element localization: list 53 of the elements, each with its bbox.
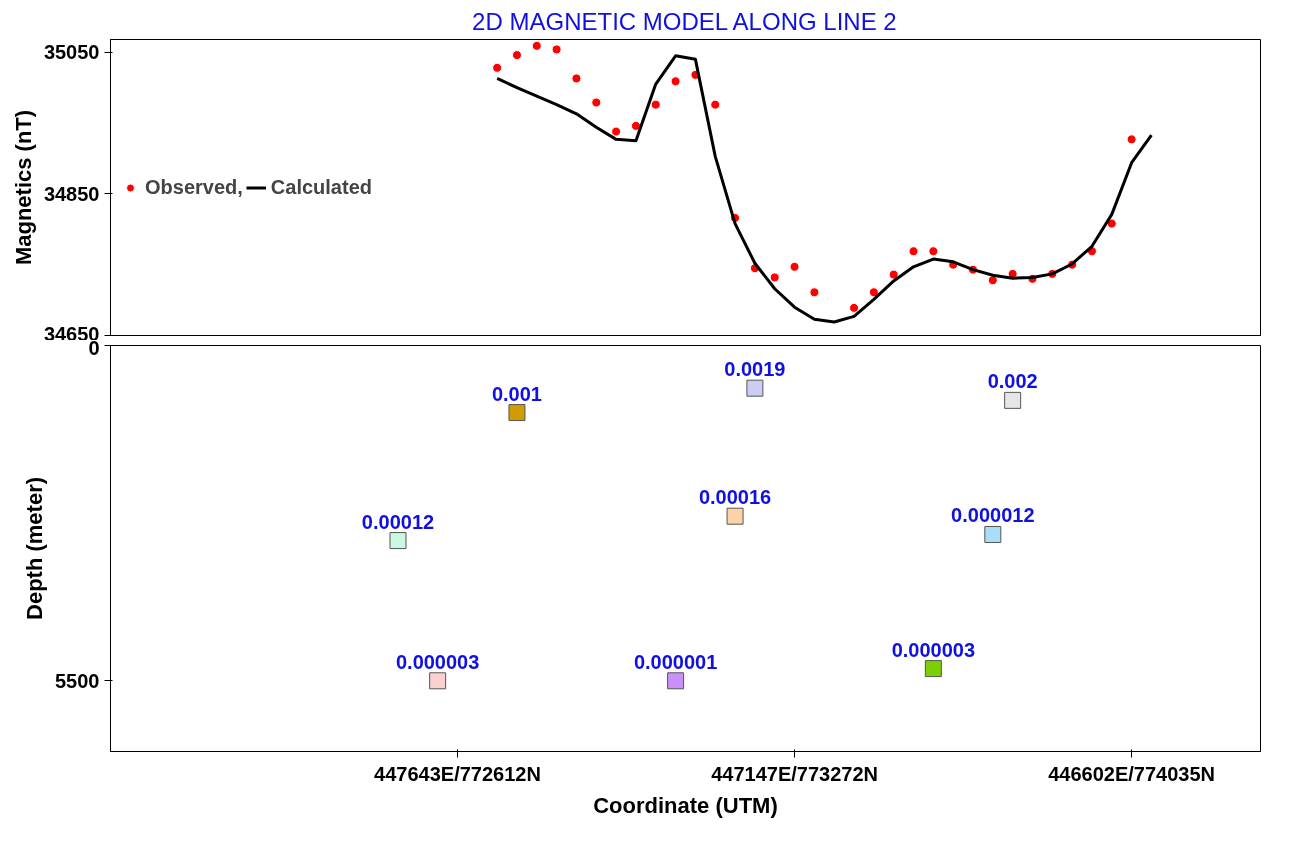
point — [511, 50, 522, 61]
point — [809, 287, 820, 298]
point — [769, 272, 780, 283]
point — [726, 507, 744, 525]
annotation: 0.00012 — [361, 510, 435, 533]
annotation: 0.000001 — [633, 650, 718, 673]
annotation: 0.000003 — [891, 638, 976, 661]
point — [746, 379, 764, 397]
annotation: 0.001 — [491, 382, 542, 405]
annotation: 0.000012 — [951, 504, 1035, 527]
y-tick-label: 34850 — [43, 182, 100, 205]
point — [591, 97, 602, 108]
y-axis-title: Depth (meter) — [22, 476, 48, 621]
annotation: 0.00016 — [698, 486, 772, 509]
point — [389, 532, 407, 550]
chart-title: 2D MAGNETIC MODEL ALONG LINE 2 — [472, 7, 897, 35]
point — [571, 73, 582, 84]
point — [531, 40, 542, 51]
x-tick-label: 446602E/774035N — [1048, 762, 1216, 785]
x-axis-title: Coordinate (UTM) — [593, 792, 778, 818]
point — [789, 261, 800, 272]
point — [924, 660, 942, 678]
point — [492, 62, 503, 73]
y-tick-label: 5500 — [55, 669, 100, 692]
y-axis-title: Magnetics (nT) — [10, 109, 36, 266]
annotation: 0.002 — [987, 370, 1038, 393]
point — [1004, 391, 1022, 409]
annotation: 0.0019 — [724, 358, 786, 381]
point — [551, 44, 562, 55]
point — [1126, 134, 1137, 145]
legend-label: Observed, — [145, 175, 243, 199]
point — [987, 275, 998, 286]
point — [667, 672, 685, 690]
point — [650, 99, 661, 110]
point — [849, 302, 860, 313]
line-series — [495, 54, 1153, 324]
point — [670, 76, 681, 87]
point — [928, 246, 939, 257]
x-tick-label: 447643E/772612N — [374, 762, 541, 785]
point — [611, 126, 622, 137]
annotation: 0.000003 — [395, 650, 480, 673]
y-tick-label: 35050 — [43, 41, 100, 64]
point — [429, 672, 447, 690]
point — [888, 269, 899, 280]
point — [1106, 218, 1117, 229]
point — [984, 525, 1002, 543]
point — [508, 404, 526, 422]
legend-label: Calculated — [270, 175, 372, 199]
point — [630, 120, 641, 131]
point — [710, 99, 721, 110]
point — [868, 287, 879, 298]
point — [908, 246, 919, 257]
x-tick-label: 447147E/773272N — [711, 762, 878, 785]
